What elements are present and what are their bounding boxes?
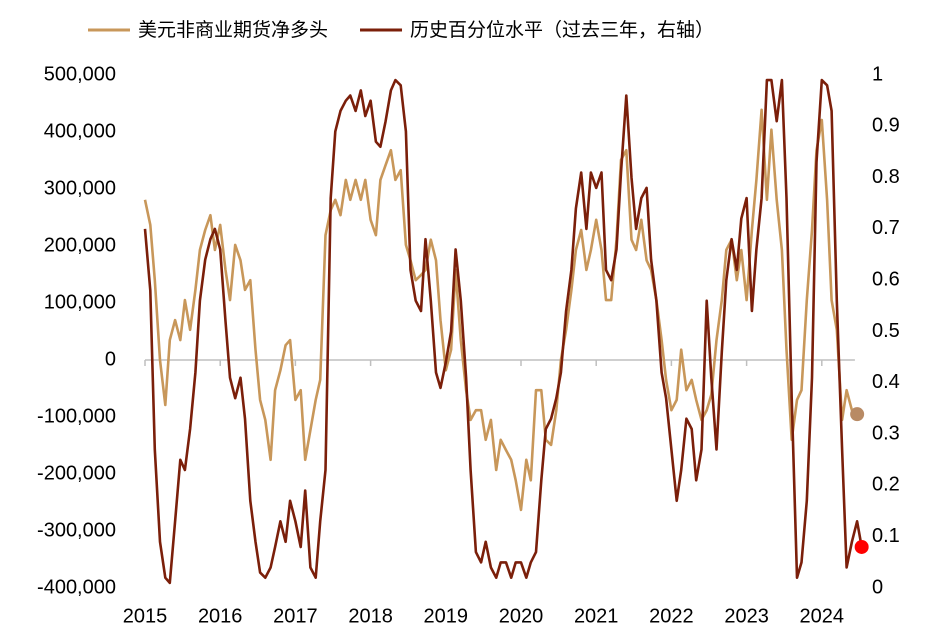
y-tick-label: 500,000	[44, 63, 116, 85]
y-tick-label: -300,000	[37, 519, 116, 541]
y2-tick-label: 0	[872, 576, 883, 598]
x-tick-label: 2020	[499, 605, 544, 627]
x-tick-label: 2023	[724, 605, 769, 627]
x-tick-label: 2019	[424, 605, 469, 627]
y-tick-label: -200,000	[37, 462, 116, 484]
series-line	[143, 78, 863, 585]
y-tick-label: 200,000	[44, 234, 116, 256]
y2-tick-label: 0.1	[872, 525, 900, 547]
y2-tick-label: 0.9	[872, 115, 900, 137]
x-tick-label: 2022	[649, 605, 694, 627]
end-marker	[854, 539, 869, 554]
y-tick-label: -400,000	[37, 576, 116, 598]
legend-label: 美元非商业期货净多头	[138, 19, 328, 41]
y2-tick-label: 0.2	[872, 474, 900, 496]
y-tick-label: 300,000	[44, 177, 116, 199]
x-tick-label: 2021	[574, 605, 619, 627]
y2-tick-label: 1	[872, 63, 883, 85]
series-line	[143, 108, 858, 512]
y-tick-label: 100,000	[44, 291, 116, 313]
y2-tick-label: 0.3	[872, 422, 900, 444]
y2-tick-label: 0.5	[872, 320, 900, 342]
y-tick-label: 400,000	[44, 120, 116, 142]
end-marker	[850, 407, 865, 422]
x-tick-label: 2024	[800, 605, 845, 627]
y2-tick-label: 0.6	[872, 268, 900, 290]
y2-tick-label: 0.8	[872, 166, 900, 188]
y2-tick-label: 0.7	[872, 217, 900, 239]
y-tick-label: 0	[105, 348, 116, 370]
x-tick-label: 2015	[123, 605, 168, 627]
x-tick-label: 2018	[348, 605, 393, 627]
y2-tick-label: 0.4	[872, 371, 900, 393]
y-tick-label: -100,000	[37, 405, 116, 427]
x-tick-label: 2016	[198, 605, 243, 627]
x-tick-label: 2017	[273, 605, 318, 627]
legend-label: 历史百分位水平（过去三年，右轴）	[410, 19, 714, 41]
